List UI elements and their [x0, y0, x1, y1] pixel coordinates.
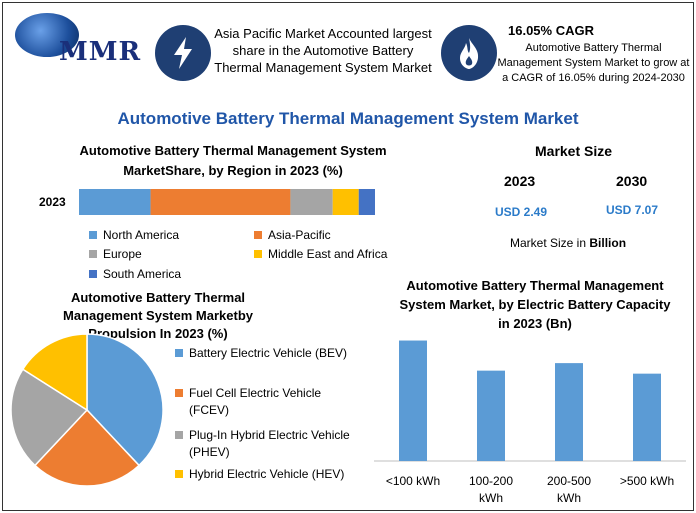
- legend-swatch: [89, 231, 97, 239]
- pie-slice-2: [10, 368, 89, 467]
- capacity-tick-label: kWh: [557, 491, 581, 505]
- legend-label: Fuel Cell Electric Vehicle (FCEV): [189, 386, 322, 417]
- flame-icon: [441, 25, 497, 81]
- legend-swatch: [175, 431, 183, 439]
- propulsion-chart-title: Automotive Battery Thermal Management Sy…: [62, 290, 253, 341]
- region-bar-segment-2: [290, 189, 333, 215]
- capacity-chart-title: Automotive Battery Thermal Management Sy…: [399, 278, 671, 331]
- header-text-1: Asia Pacific Market Accounted largest sh…: [214, 26, 432, 75]
- region-bar-segment-3: [332, 189, 359, 215]
- capacity-tick-label: <100 kWh: [386, 474, 440, 488]
- legend-label: Europe: [103, 247, 142, 261]
- cagr-title: 16.05% CAGR: [508, 23, 594, 38]
- propulsion-pie-chart: [10, 333, 164, 487]
- capacity-tick-label: 100-200: [469, 474, 513, 488]
- market-size-note-unit: Billion: [589, 236, 627, 250]
- brand-logo-text: MMR: [59, 37, 142, 67]
- propulsion-legend-item: Hybrid Electric Vehicle (HEV): [175, 466, 353, 483]
- legend-label: Asia-Pacific: [268, 228, 331, 242]
- lightning-icon: [155, 25, 211, 81]
- capacity-tick-label: >500 kWh: [620, 474, 674, 488]
- capacity-tick-label: 200-500: [547, 474, 591, 488]
- cagr-text: Automotive Battery Thermal Management Sy…: [497, 42, 690, 84]
- capacity-bar-chart: <100 kWh 100-200 kWh 200-500 kWh >500 kWh: [374, 340, 686, 505]
- legend-label: Hybrid Electric Vehicle (HEV): [189, 467, 345, 481]
- capacity-bar-2: [555, 363, 583, 461]
- legend-swatch: [89, 250, 97, 258]
- legend-swatch: [254, 231, 262, 239]
- market-size-note-prefix: Market Size in: [510, 236, 590, 250]
- propulsion-legend-item: Plug-In Hybrid Electric Vehicle (PHEV): [175, 427, 353, 461]
- legend-label: South America: [103, 267, 182, 281]
- capacity-bar-0: [399, 340, 427, 461]
- market-size-heading: Market Size: [535, 143, 613, 159]
- region-legend-item: Asia-Pacific: [254, 228, 331, 242]
- pie-slice-3: [21, 333, 88, 412]
- legend-label: Middle East and Africa: [268, 247, 388, 261]
- legend-swatch: [254, 250, 262, 258]
- legend-label: Plug-In Hybrid Electric Vehicle (PHEV): [189, 428, 350, 459]
- region-bar-segment-4: [358, 189, 375, 215]
- legend-swatch: [175, 349, 183, 357]
- market-size-note: Market Size in Billion: [510, 236, 626, 250]
- capacity-bar-1: [477, 370, 505, 461]
- region-stacked-bar: [79, 189, 375, 215]
- market-size-value-2030: USD 7.07: [606, 203, 659, 217]
- legend-label: North America: [103, 228, 180, 242]
- region-bar-segment-1: [150, 189, 291, 215]
- legend-swatch: [89, 270, 97, 278]
- capacity-bar-3: [633, 373, 661, 461]
- propulsion-legend-item: Fuel Cell Electric Vehicle (FCEV): [175, 385, 353, 419]
- market-size-year-2030: 2030: [616, 173, 648, 189]
- legend-label: Battery Electric Vehicle (BEV): [189, 346, 348, 360]
- pie-slice-1: [33, 408, 141, 487]
- region-legend-item: South America: [89, 267, 181, 281]
- region-bar-year-label: 2023: [39, 195, 66, 209]
- region-bar-segment-0: [79, 189, 151, 215]
- region-legend-item: Europe: [89, 247, 142, 261]
- region-legend-item: North America: [89, 228, 179, 242]
- market-size-value-2023: USD 2.49: [495, 205, 548, 219]
- legend-swatch: [175, 389, 183, 397]
- capacity-tick-label: kWh: [479, 491, 503, 505]
- region-legend-item: Middle East and Africa: [254, 247, 387, 261]
- legend-swatch: [175, 470, 183, 478]
- market-size-year-2023: 2023: [504, 173, 536, 189]
- page-title: Automotive Battery Thermal Management Sy…: [117, 109, 579, 128]
- propulsion-legend-item: Battery Electric Vehicle (BEV): [175, 345, 353, 362]
- pie-slice-0: [86, 333, 164, 467]
- region-chart-title: Automotive Battery Thermal Management Sy…: [79, 143, 387, 178]
- globe-logo-icon: [15, 13, 79, 57]
